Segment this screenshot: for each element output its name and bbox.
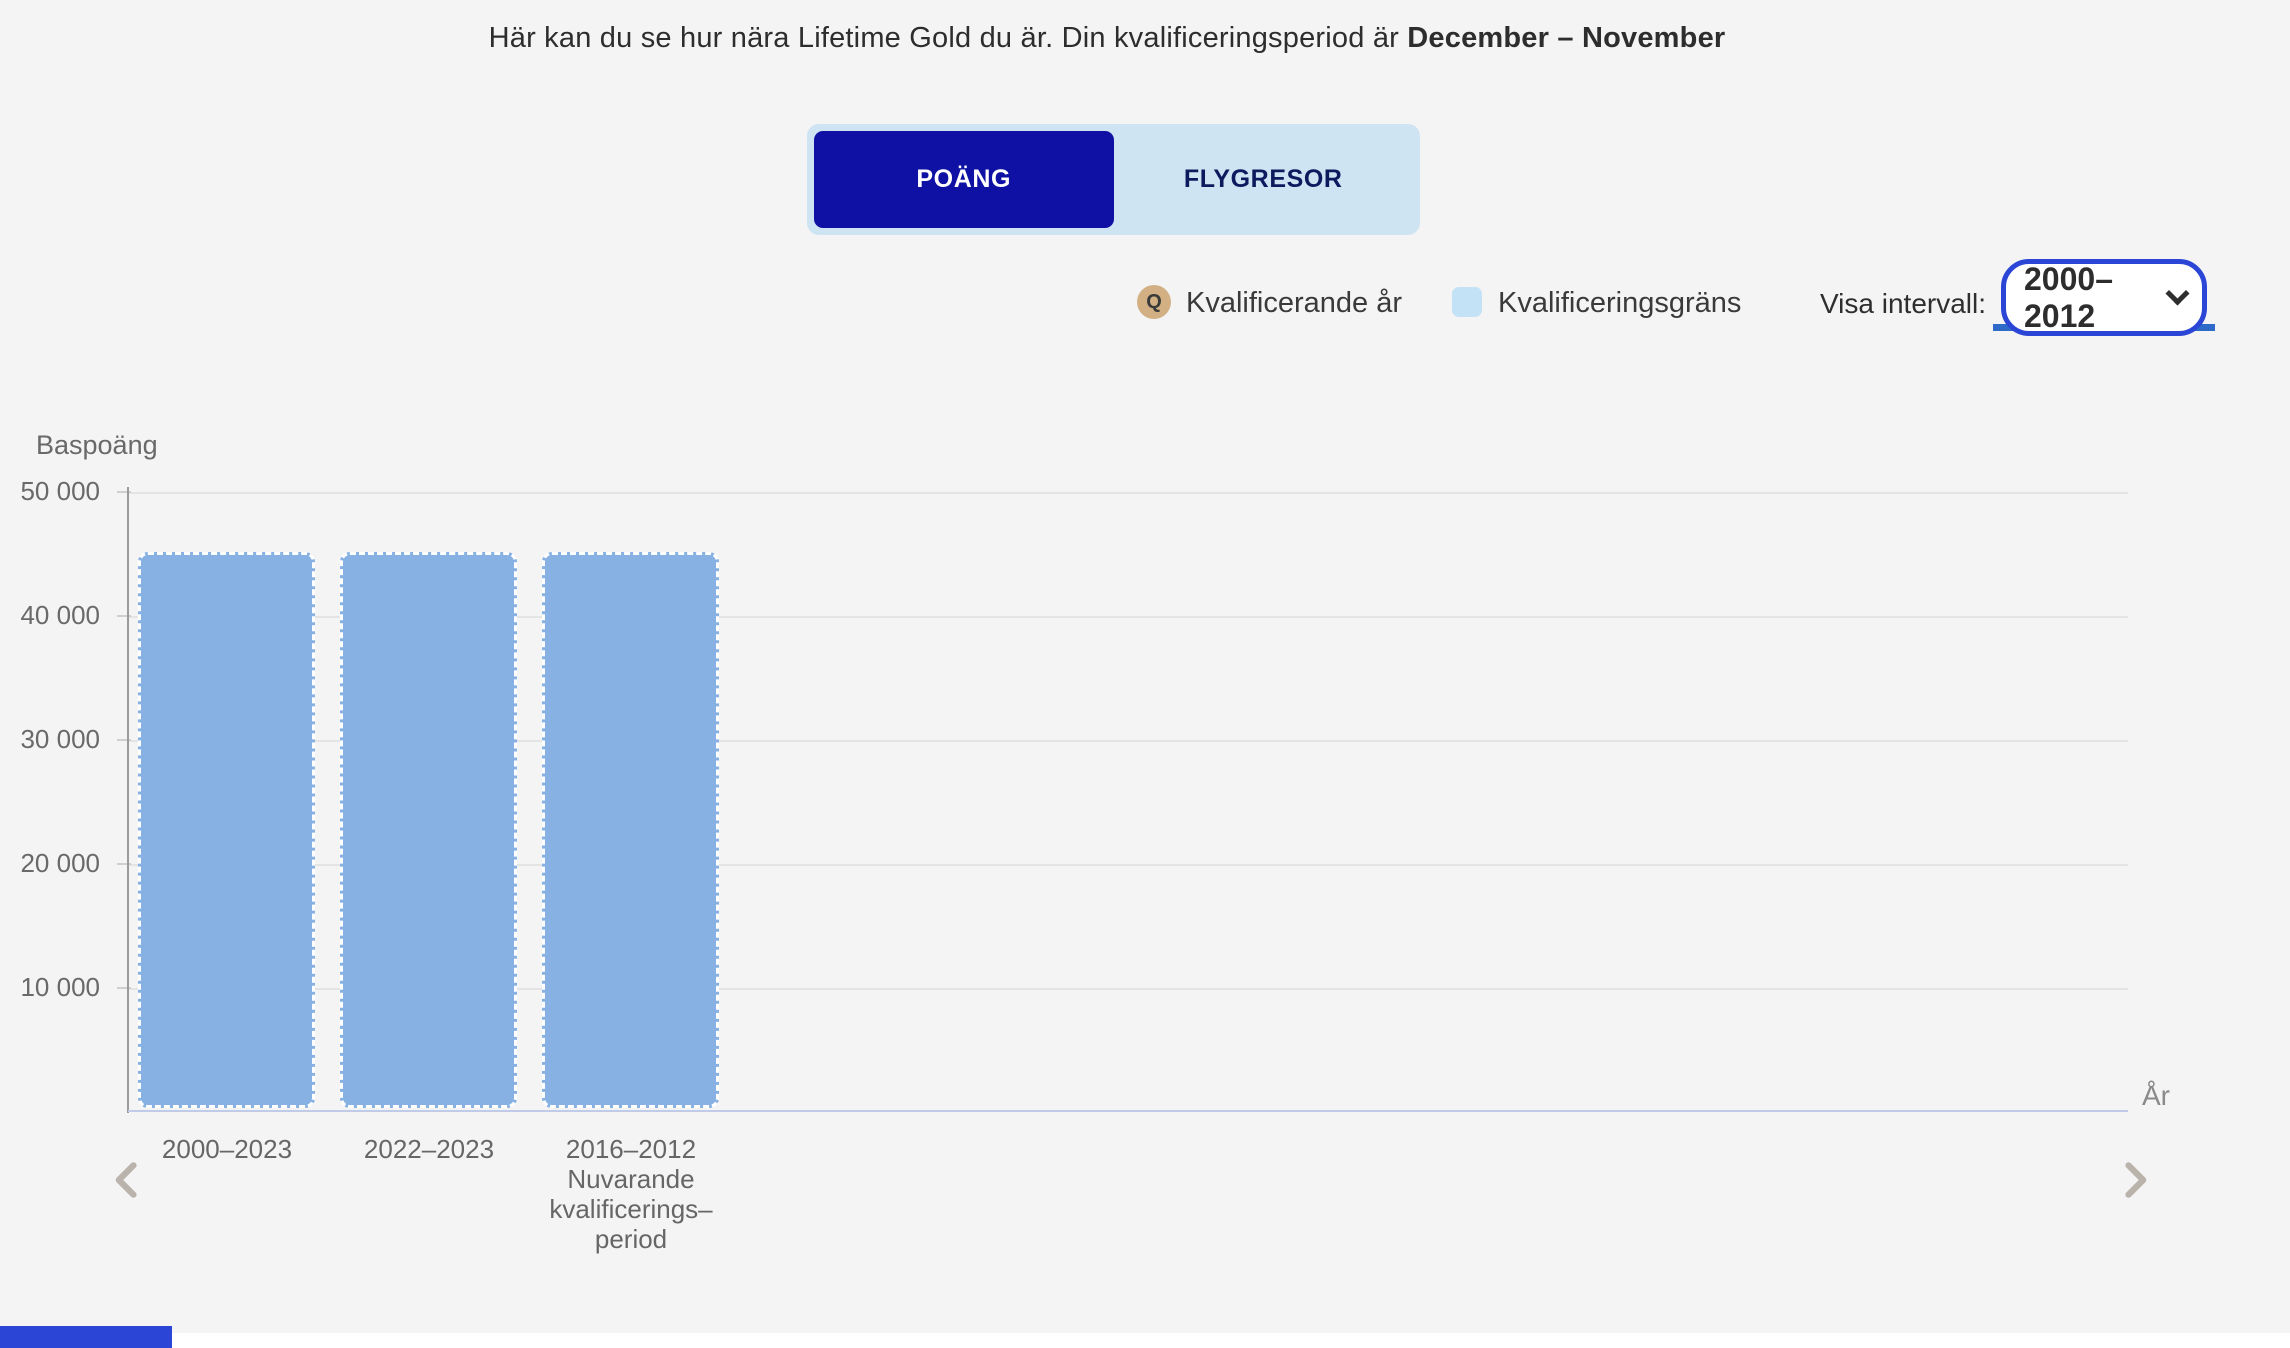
qualification-limit-swatch-icon xyxy=(1452,287,1482,317)
legend-label-qualifying-year: Kvalificerande år xyxy=(1186,287,1402,319)
chevron-right-icon xyxy=(2125,1162,2147,1198)
interval-select-label: Visa intervall: xyxy=(1820,288,1987,319)
y-tick-label: 40 000 xyxy=(20,600,100,630)
tab-flygresor[interactable]: FLYGRESOR xyxy=(1114,131,1414,228)
y-axis-title: Baspoäng xyxy=(36,430,158,460)
pager-next-button[interactable] xyxy=(2112,1156,2156,1204)
qualifying-year-icon: Q xyxy=(1137,285,1171,319)
q-letter: Q xyxy=(1146,290,1162,313)
bottom-strip xyxy=(0,1333,2290,1348)
qualification-period: December – November xyxy=(1407,22,1726,54)
y-tick xyxy=(117,987,131,989)
category-text: 2000–2023 xyxy=(161,1134,293,1164)
interval-select[interactable]: 2000–2012 xyxy=(2001,259,2207,336)
title-text: Här kan du se hur nära Lifetime Gold du … xyxy=(488,22,1408,54)
y-tick-label: 20 000 xyxy=(20,848,100,878)
chevron-left-icon xyxy=(115,1162,137,1198)
bar-qualification-limit xyxy=(542,551,719,1108)
chevron-down-icon xyxy=(2165,281,2190,306)
category-subtext: Nuvarande kvalificerings– period xyxy=(549,1164,713,1254)
gridline-50000 xyxy=(128,492,2128,494)
interval-select-value: 2000–2012 xyxy=(2024,260,2113,334)
y-tick xyxy=(117,863,131,865)
legend-label-qualification-limit: Kvalificeringsgräns xyxy=(1498,287,1742,319)
x-axis-line xyxy=(128,1110,2128,1112)
gridline-30000 xyxy=(128,740,2128,742)
category-text: 2016–2012 xyxy=(565,1134,697,1164)
bar-qualification-limit xyxy=(340,551,517,1108)
y-tick xyxy=(117,615,131,617)
gridline-20000 xyxy=(128,864,2128,866)
footer-accent-bar xyxy=(0,1326,172,1348)
y-tick xyxy=(117,491,131,493)
page-title: Här kan du se hur nära Lifetime Gold du … xyxy=(0,22,2214,55)
y-tick-label: 30 000 xyxy=(20,724,100,754)
y-axis-line xyxy=(127,487,129,1113)
bar-qualification-limit xyxy=(138,551,315,1108)
tab-poang[interactable]: POÄNG xyxy=(814,131,1114,228)
bar-chart xyxy=(128,492,2128,1110)
y-tick-label: 50 000 xyxy=(20,476,100,506)
gridline-40000 xyxy=(128,616,2128,618)
y-tick-label: 10 000 xyxy=(20,972,100,1002)
pager-prev-button[interactable] xyxy=(106,1156,150,1204)
category-label: 2022–2023 xyxy=(319,1134,539,1164)
x-axis-title: År xyxy=(2142,1080,2170,1111)
y-tick xyxy=(117,739,131,741)
category-label: 2000–2023 xyxy=(117,1134,337,1164)
gridline-10000 xyxy=(128,988,2128,990)
category-label: 2016–2012 Nuvarande kvalificerings– peri… xyxy=(521,1134,741,1254)
points-flights-tab-group: POÄNG FLYGRESOR xyxy=(807,124,1420,235)
category-text: 2022–2023 xyxy=(363,1134,495,1164)
